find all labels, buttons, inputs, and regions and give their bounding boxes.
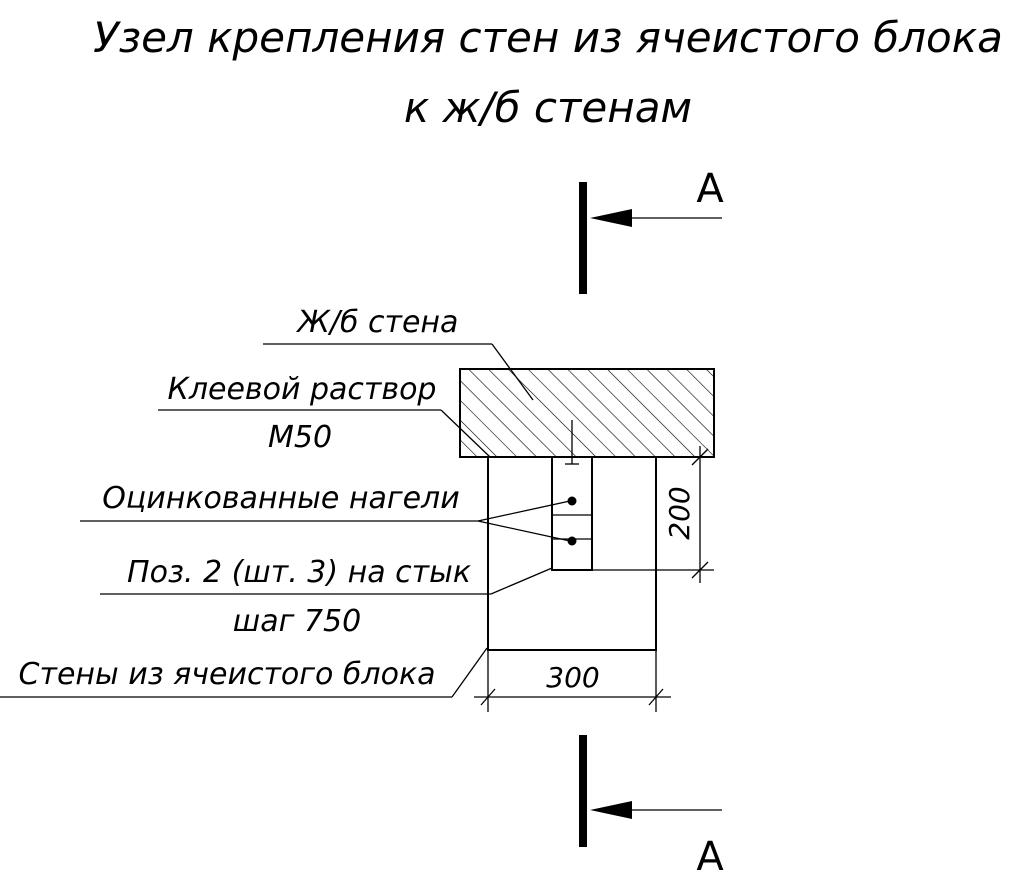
label-concrete-wall: Ж/б стена bbox=[296, 305, 459, 340]
section-letter-bottom: А bbox=[696, 834, 724, 880]
leader-block-wall bbox=[0, 647, 488, 698]
dimension-width bbox=[474, 650, 671, 712]
label-position-line1: Поз. 2 (шт. 3) на стык bbox=[127, 555, 471, 590]
label-dowels: Оцинкованные нагели bbox=[102, 481, 459, 516]
dimension-height bbox=[592, 446, 714, 583]
label-adhesive-line1: Клеевой раствор bbox=[168, 372, 437, 407]
dowel-insert bbox=[551, 456, 593, 571]
dowel-upper-icon bbox=[567, 496, 577, 506]
block-wall-section bbox=[487, 456, 657, 651]
label-block-wall: Стены из ячеистого блока bbox=[19, 657, 436, 692]
section-letter-top: А bbox=[696, 166, 724, 212]
leader-concrete-wall bbox=[263, 343, 534, 401]
section-arrow-top-icon bbox=[590, 209, 632, 227]
dimension-width-value: 300 bbox=[546, 661, 599, 694]
drawing-title-line1: Узел крепления стен из ячеистого блока bbox=[93, 13, 1003, 62]
label-adhesive-line2: М50 bbox=[268, 420, 332, 455]
label-position-line2: шаг 750 bbox=[233, 604, 361, 639]
dimension-height-value: 200 bbox=[663, 486, 696, 539]
leader-position bbox=[100, 567, 553, 595]
leader-dowels bbox=[80, 500, 571, 542]
drawing-title-line2: к ж/б стенам bbox=[404, 83, 692, 132]
section-arrow-bottom-icon bbox=[590, 801, 632, 819]
dowel-lower-icon bbox=[567, 536, 577, 546]
section-marker-bottom: А bbox=[579, 735, 724, 880]
leader-adhesive bbox=[158, 409, 491, 458]
concrete-wall-section bbox=[459, 368, 715, 458]
section-marker-top: А bbox=[579, 166, 724, 294]
